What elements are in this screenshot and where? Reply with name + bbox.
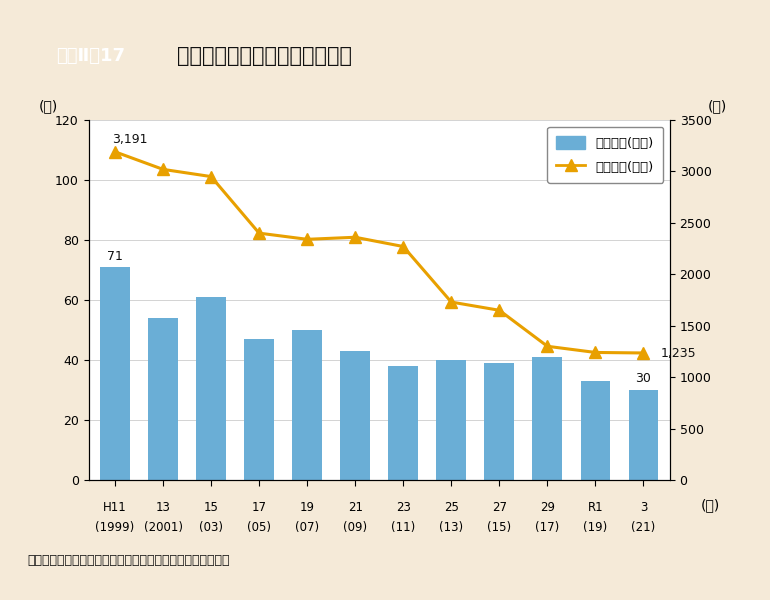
Bar <box>581 381 611 480</box>
Text: H11: H11 <box>103 501 127 514</box>
Text: (11): (11) <box>391 521 415 534</box>
Bar <box>628 390 658 480</box>
Bar <box>148 318 178 480</box>
Text: (年): (年) <box>701 498 720 512</box>
Text: (07): (07) <box>295 521 320 534</box>
Bar <box>196 297 226 480</box>
Text: 21: 21 <box>348 501 363 514</box>
Legend: 死亡災害(左軸), 死呡災害(右軸): 死亡災害(左軸), 死呡災害(右軸) <box>547 127 663 183</box>
Text: 資料：厕生労働省「労働者死呡病報告」、「死亡災害報告」: 資料：厕生労働省「労働者死呡病報告」、「死亡災害報告」 <box>27 554 229 567</box>
Text: (人): (人) <box>39 99 59 113</box>
Text: 25: 25 <box>444 501 459 514</box>
Bar <box>340 351 370 480</box>
Text: 資料Ⅱ－17: 資料Ⅱ－17 <box>56 46 125 64</box>
Text: (17): (17) <box>535 521 560 534</box>
Text: (19): (19) <box>584 521 608 534</box>
Text: 1,235: 1,235 <box>661 347 696 361</box>
Text: (2001): (2001) <box>143 521 182 534</box>
Text: R1: R1 <box>588 501 603 514</box>
Text: 19: 19 <box>300 501 315 514</box>
Text: 林業の労働災害発生件数の推移: 林業の労働災害発生件数の推移 <box>177 46 352 65</box>
Bar <box>388 366 418 480</box>
Text: 30: 30 <box>635 373 651 385</box>
Bar <box>437 360 466 480</box>
Text: 29: 29 <box>540 501 555 514</box>
Text: (15): (15) <box>487 521 511 534</box>
Text: (03): (03) <box>199 521 223 534</box>
Text: (13): (13) <box>439 521 464 534</box>
Text: (人): (人) <box>708 99 727 113</box>
Text: 3: 3 <box>640 501 647 514</box>
Text: 13: 13 <box>156 501 170 514</box>
Text: (21): (21) <box>631 521 655 534</box>
Bar <box>100 267 130 480</box>
Bar <box>533 357 562 480</box>
Bar <box>244 339 274 480</box>
Text: 27: 27 <box>492 501 507 514</box>
Text: 17: 17 <box>252 501 266 514</box>
Text: (1999): (1999) <box>95 521 135 534</box>
Text: 71: 71 <box>107 250 123 263</box>
Text: 15: 15 <box>203 501 219 514</box>
Text: (09): (09) <box>343 521 367 534</box>
Bar <box>484 363 514 480</box>
Text: 23: 23 <box>396 501 410 514</box>
Text: (05): (05) <box>247 521 271 534</box>
Bar <box>293 330 322 480</box>
Text: 3,191: 3,191 <box>112 133 148 146</box>
